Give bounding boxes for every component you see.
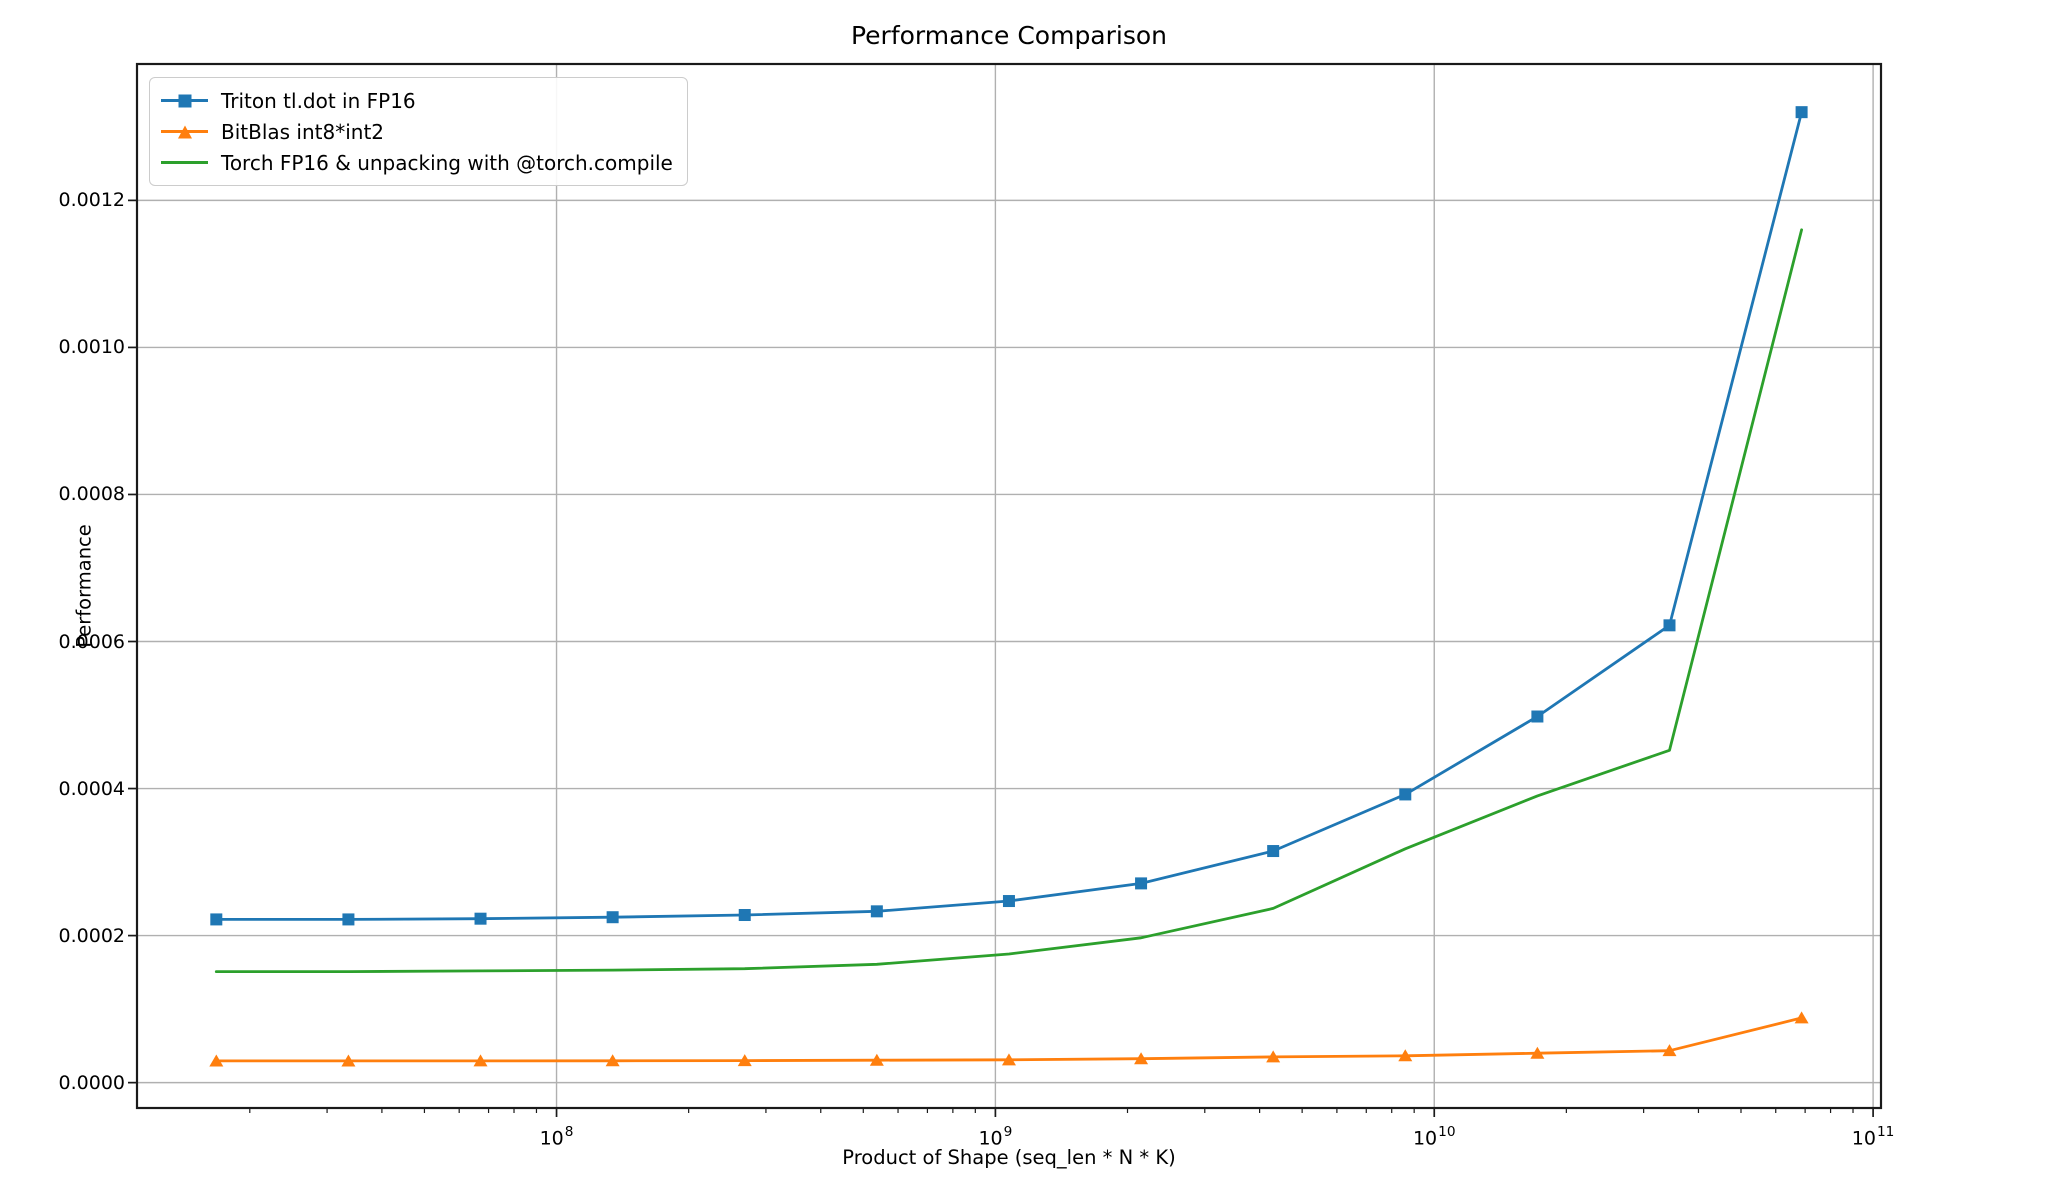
legend-marker-square-icon	[178, 94, 191, 107]
data-point-triangle	[1794, 1011, 1809, 1024]
axes-spines	[135, 62, 1883, 1110]
x-tick-label: 108	[539, 1124, 574, 1150]
data-point-square	[738, 909, 751, 922]
series-line	[214, 110, 1803, 921]
data-point-triangle	[1266, 1050, 1281, 1063]
data-point-triangle	[341, 1054, 356, 1067]
data-point-square	[1135, 877, 1148, 890]
y-axis-label: Performance	[72, 524, 96, 648]
legend-item: Torch FP16 & unpacking with @torch.compi…	[161, 147, 673, 178]
data-point-square	[1267, 845, 1280, 858]
x-tick-exponent: 8	[564, 1124, 574, 1141]
data-point-square	[474, 912, 487, 925]
data-point-triangle	[869, 1053, 884, 1066]
data-point-triangle	[605, 1054, 620, 1067]
legend-line-sample	[161, 122, 208, 142]
data-point-triangle	[737, 1054, 752, 1067]
legend-label: Torch FP16 & unpacking with @torch.compi…	[221, 150, 673, 175]
data-point-square	[342, 913, 355, 926]
data-point-triangle	[1530, 1046, 1545, 1059]
y-tick-label: 0.0004	[58, 777, 125, 800]
chart-title: Performance Comparison	[850, 21, 1168, 50]
legend-item: BitBlas int8*int2	[161, 116, 673, 147]
data-point-triangle	[209, 1054, 224, 1067]
data-point-triangle	[1662, 1044, 1677, 1057]
y-tick-label: 0.0010	[58, 336, 125, 359]
y-tick-label: 0.0000	[58, 1071, 125, 1094]
x-tick-exponent: 10	[1438, 1124, 1456, 1141]
y-tick-label: 0.0006	[58, 630, 125, 653]
legend-label: Triton tl.dot in FP16	[221, 88, 416, 113]
series-line	[214, 228, 1803, 973]
x-axis-label: Product of Shape (seq_len * N * K)	[842, 1146, 1176, 1169]
data-point-triangle	[1134, 1052, 1149, 1065]
data-point-square	[1531, 710, 1544, 723]
data-point-square	[606, 911, 619, 924]
x-tick-label: 109	[978, 1124, 1013, 1150]
data-point-square	[1663, 619, 1676, 632]
data-point-square	[1399, 788, 1412, 801]
y-tick-label: 0.0008	[58, 483, 125, 506]
x-tick-exponent: 9	[1003, 1124, 1013, 1141]
x-tick-exponent: 11	[1876, 1124, 1895, 1141]
legend-label: BitBlas int8*int2	[221, 119, 385, 144]
y-tick-label: 0.0012	[58, 189, 125, 212]
legend-marker-triangle-icon	[177, 125, 192, 138]
data-point-square	[1002, 895, 1015, 908]
data-point-triangle	[1001, 1053, 1016, 1066]
data-point-triangle	[473, 1054, 488, 1067]
data-point-square	[870, 905, 883, 918]
y-tick-label: 0.0002	[58, 924, 125, 947]
data-point-triangle	[1398, 1049, 1413, 1062]
x-tick-label: 1011	[1851, 1124, 1895, 1150]
data-point-square	[1795, 106, 1808, 119]
data-point-square	[210, 913, 223, 926]
legend-item: Triton tl.dot in FP16	[161, 85, 673, 116]
legend-line-sample	[161, 91, 208, 111]
legend: Triton tl.dot in FP16 BitBlas int8*int2 To…	[149, 77, 688, 186]
legend-line-sample	[161, 153, 208, 173]
legend-line	[161, 161, 208, 164]
x-tick-label: 1010	[1412, 1124, 1456, 1150]
